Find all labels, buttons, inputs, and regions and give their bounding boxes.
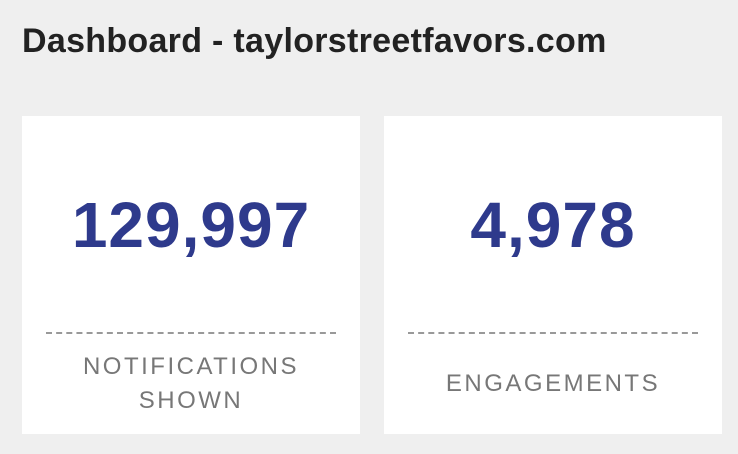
page-title: Dashboard - taylorstreetfavors.com bbox=[22, 22, 607, 60]
stat-card: 129,997 NOTIFICATIONS SHOWN bbox=[22, 116, 360, 434]
stat-label: ENGAGEMENTS bbox=[445, 370, 661, 397]
divider bbox=[408, 332, 698, 334]
stat-value: 129,997 bbox=[71, 189, 311, 261]
stat-card: 4,978 ENGAGEMENTS bbox=[384, 116, 722, 434]
stat-label: NOTIFICATIONS SHOWN bbox=[82, 353, 300, 414]
stat-value: 4,978 bbox=[470, 189, 636, 261]
divider bbox=[46, 332, 336, 334]
